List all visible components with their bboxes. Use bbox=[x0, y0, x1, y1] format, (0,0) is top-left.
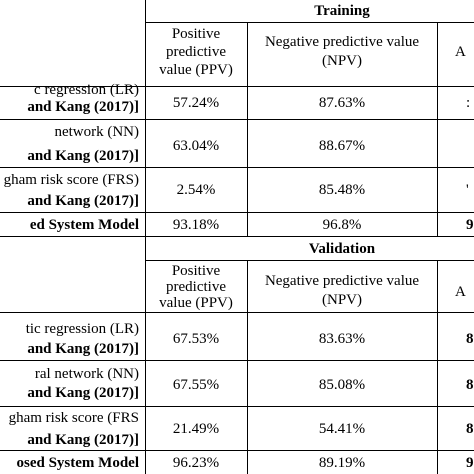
training-npv-header-line-1: Negative predictive value bbox=[264, 34, 420, 50]
validation-ppv-header-line-3: value (PPV) bbox=[159, 295, 233, 311]
section-rule bbox=[0, 236, 474, 237]
validation-row-3-cite: and Kang (2017)] bbox=[27, 432, 139, 448]
column-divider-3b bbox=[437, 260, 438, 474]
validation-row-3-npv: 54.41% bbox=[318, 421, 366, 437]
validation-row-2-cite: and Kang (2017)] bbox=[27, 385, 139, 401]
validation-ppv-header-line-2: predictive bbox=[166, 279, 226, 295]
validation-row-4-npv: 89.19% bbox=[318, 455, 366, 471]
training-header-rule bbox=[0, 86, 474, 87]
validation-row-2-name: ral network (NN) bbox=[34, 366, 139, 382]
training-row-4-acc: 9 bbox=[466, 217, 474, 233]
column-divider-3 bbox=[437, 22, 438, 236]
validation-ppv-header-line-1: Positive bbox=[171, 263, 221, 279]
column-divider-2 bbox=[247, 22, 248, 236]
training-row-3-acc: ' bbox=[466, 182, 469, 198]
training-row-3-name: gham risk score (FRS) bbox=[3, 172, 139, 188]
column-divider-2b bbox=[247, 260, 248, 474]
training-row-1-cite: and Kang (2017)] bbox=[27, 99, 139, 115]
training-row-2-ppv: 63.04% bbox=[172, 138, 220, 154]
validation-row-4-ppv: 96.23% bbox=[172, 455, 220, 471]
training-row-2-cite: and Kang (2017)] bbox=[27, 148, 139, 164]
validation-title-rule bbox=[145, 260, 474, 261]
validation-npv-header-line-1: Negative predictive value bbox=[264, 273, 420, 289]
training-row-rule-2 bbox=[0, 167, 474, 168]
validation-row-3-acc: 8 bbox=[466, 421, 474, 437]
training-npv-header-line-2: (NPV) bbox=[322, 53, 362, 69]
validation-row-1-name: tic regression (LR) bbox=[25, 321, 139, 337]
validation-acc-header: A bbox=[455, 284, 466, 300]
training-row-2-npv: 88.67% bbox=[318, 138, 366, 154]
training-row-1-npv: 87.63% bbox=[318, 95, 366, 111]
validation-row-rule-3 bbox=[0, 450, 474, 451]
training-acc-header: A bbox=[455, 44, 466, 60]
training-title: Training bbox=[314, 3, 370, 19]
training-row-4-ppv: 93.18% bbox=[172, 217, 220, 233]
training-ppv-header-line-2: predictive bbox=[166, 44, 226, 60]
training-row-3-cite: and Kang (2017)] bbox=[27, 193, 139, 209]
validation-row-4-name: osed System Model bbox=[16, 455, 140, 471]
training-title-rule bbox=[145, 22, 474, 23]
validation-row-rule-2 bbox=[0, 406, 474, 407]
training-row-4-name: ed System Model bbox=[29, 217, 139, 233]
training-row-1-acc: : bbox=[466, 95, 471, 111]
validation-row-2-acc: 8 bbox=[466, 377, 474, 393]
validation-row-1-ppv: 67.53% bbox=[172, 331, 220, 347]
training-row-rule-1 bbox=[0, 119, 474, 120]
validation-row-1-acc: 8 bbox=[466, 331, 474, 347]
training-row-rule-3 bbox=[0, 212, 474, 213]
training-row-3-npv: 85.48% bbox=[318, 182, 366, 198]
validation-row-1-cite: and Kang (2017)] bbox=[27, 341, 139, 357]
validation-row-4-acc: 9 bbox=[466, 455, 474, 471]
training-row-1-ppv: 57.24% bbox=[172, 95, 220, 111]
training-ppv-header-line-1: Positive bbox=[171, 26, 221, 42]
training-row-4-npv: 96.8% bbox=[322, 217, 362, 233]
validation-title: Validation bbox=[308, 241, 376, 257]
validation-row-rule-1 bbox=[0, 360, 474, 361]
validation-npv-header-line-2: (NPV) bbox=[322, 292, 362, 308]
training-row-1-name: c regression (LR) bbox=[34, 82, 139, 98]
validation-header-rule bbox=[0, 312, 474, 313]
validation-row-2-ppv: 67.55% bbox=[172, 377, 220, 393]
training-row-3-ppv: 2.54% bbox=[176, 182, 216, 198]
column-divider-1 bbox=[145, 0, 146, 474]
training-ppv-header-line-3: value (PPV) bbox=[159, 62, 233, 78]
validation-row-3-ppv: 21.49% bbox=[172, 421, 220, 437]
validation-row-2-npv: 85.08% bbox=[318, 377, 366, 393]
training-row-2-name: network (NN) bbox=[54, 124, 139, 140]
validation-row-3-name: gham risk score (FRS bbox=[8, 410, 139, 426]
validation-row-1-npv: 83.63% bbox=[318, 331, 366, 347]
